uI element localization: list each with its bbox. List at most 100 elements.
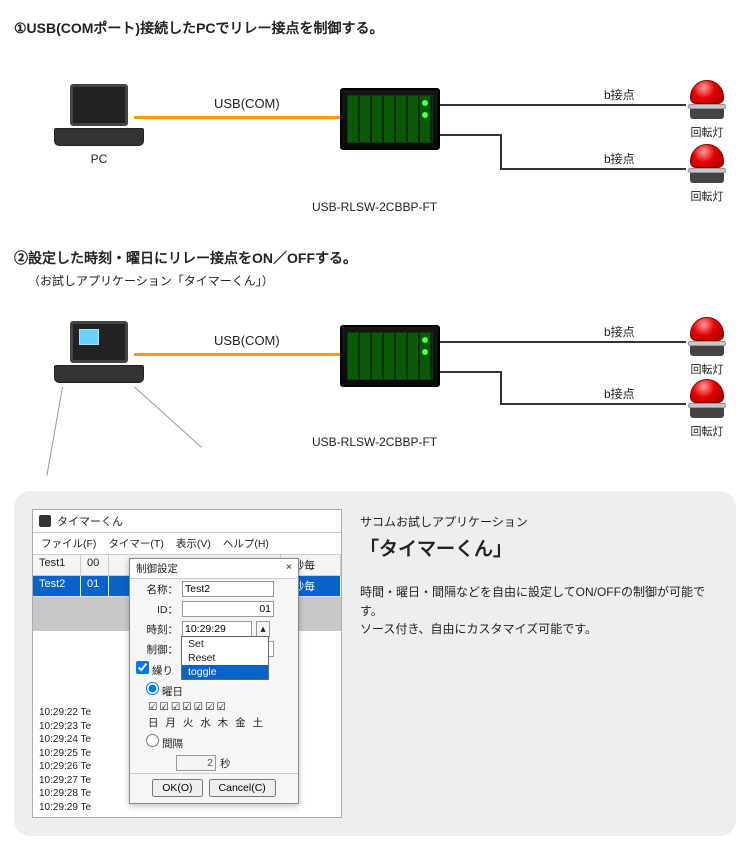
wire-bot-seg2 bbox=[500, 168, 686, 170]
cancel-button[interactable]: Cancel(C) bbox=[209, 779, 276, 797]
relay-device-2 bbox=[340, 325, 440, 387]
out-label-2b: b接点 bbox=[604, 385, 635, 402]
device-led-icon bbox=[422, 100, 428, 106]
repeat-checkbox[interactable] bbox=[136, 661, 149, 674]
usb-line-2 bbox=[134, 353, 342, 356]
device-label-2: USB-RLSW-2CBBP-FT bbox=[312, 435, 437, 449]
yobi-label: 曜日 bbox=[162, 686, 183, 698]
menu-view[interactable]: 表示(V) bbox=[176, 536, 211, 551]
device-led-icon bbox=[422, 337, 428, 343]
section-2-title: ②設定した時刻・曜日にリレー接点をON／OFFする。 bbox=[14, 248, 736, 268]
beacon-dome-icon bbox=[690, 379, 724, 403]
interval-row: 間隔 bbox=[130, 732, 298, 753]
cell-name: Test2 bbox=[33, 576, 81, 596]
menu-file[interactable]: ファイル(F) bbox=[41, 536, 96, 551]
beacon-dome-icon bbox=[690, 80, 724, 104]
pc-2 bbox=[44, 321, 154, 383]
info-box: タイマーくん ファイル(F) タイマー(T) 表示(V) ヘルプ(H) Test… bbox=[14, 491, 736, 836]
ok-button[interactable]: OK(O) bbox=[152, 779, 202, 797]
time-stepper[interactable]: ▴ bbox=[256, 621, 270, 637]
zoom-line-right bbox=[134, 387, 202, 448]
yobi-radio[interactable] bbox=[146, 682, 159, 695]
app-window: タイマーくん ファイル(F) タイマー(T) 表示(V) ヘルプ(H) Test… bbox=[32, 509, 342, 818]
beacon-base-icon bbox=[690, 346, 724, 356]
wire-bot-seg2-2 bbox=[500, 403, 686, 405]
device-led-icon bbox=[422, 349, 428, 355]
interval-unit: 秒 bbox=[220, 756, 231, 771]
name-input[interactable] bbox=[182, 581, 274, 597]
pc-base-icon bbox=[54, 128, 144, 146]
beacon-dome-icon bbox=[690, 144, 724, 168]
app-icon bbox=[39, 515, 51, 527]
dialog-title-text: 制御設定 bbox=[136, 561, 178, 576]
out-label-1a: b接点 bbox=[604, 86, 635, 103]
zoom-line-left bbox=[46, 387, 63, 476]
usb-label-2: USB(COM) bbox=[214, 333, 280, 348]
info-text: サコムお試しアプリケーション 「タイマーくん」 時間・曜日・間隔などを自由に設定… bbox=[360, 509, 718, 818]
section-1-title: ①USB(COMポート)接続したPCでリレー接点を制御する。 bbox=[14, 18, 736, 38]
beacon-base-icon bbox=[690, 173, 724, 183]
usb-line-1 bbox=[134, 116, 342, 119]
repeat-label: 繰り bbox=[152, 665, 173, 677]
cell-id: 01 bbox=[81, 576, 109, 596]
time-input[interactable] bbox=[182, 621, 252, 637]
menu-timer[interactable]: タイマー(T) bbox=[108, 536, 163, 551]
interval-label: 間隔 bbox=[162, 738, 183, 750]
dropdown-option[interactable]: Reset bbox=[182, 651, 268, 665]
dialog-titlebar: 制御設定 × bbox=[130, 559, 298, 579]
interval-input[interactable] bbox=[176, 755, 216, 771]
wire-bot-vert-2 bbox=[500, 371, 502, 405]
wire-bot-seg1-2 bbox=[440, 371, 500, 373]
menu-help[interactable]: ヘルプ(H) bbox=[223, 536, 269, 551]
dropdown-option-selected[interactable]: toggle bbox=[182, 665, 268, 679]
days-labels: 日 月 火 水 木 金 土 bbox=[130, 715, 298, 732]
days-checks[interactable]: ☑☑☑☑☑☑☑ bbox=[130, 701, 298, 715]
info-title: 「タイマーくん」 bbox=[360, 534, 718, 561]
wire-top-1 bbox=[440, 104, 686, 106]
diagram-2: USB(COM) USB-RLSW-2CBBP-FT b接点 b接点 回転灯 回… bbox=[14, 295, 736, 475]
app-titlebar: タイマーくん bbox=[33, 510, 341, 533]
device-led-icon bbox=[422, 112, 428, 118]
relay-device-1 bbox=[340, 88, 440, 150]
ctrl-dropdown[interactable]: Set Reset toggle bbox=[181, 636, 269, 680]
pc-screen-icon bbox=[70, 84, 128, 126]
beacon-1b bbox=[688, 144, 726, 186]
section-2-subtitle: （お試しアプリケーション「タイマーくん」） bbox=[28, 272, 736, 289]
out-label-2a: b接点 bbox=[604, 323, 635, 340]
settings-dialog: 制御設定 × 名称： ID： 時刻： ▴ 制御： 繰り bbox=[129, 558, 299, 804]
beacon-2b bbox=[688, 379, 726, 421]
ctrl-label: 制御： bbox=[136, 642, 178, 657]
id-label: ID： bbox=[136, 602, 178, 617]
beacon-label-2b: 回転灯 bbox=[686, 423, 728, 439]
wire-top-2 bbox=[440, 341, 686, 343]
pc-label: PC bbox=[44, 152, 154, 166]
beacon-dome-icon bbox=[690, 317, 724, 341]
app-window-title: タイマーくん bbox=[57, 513, 123, 529]
beacon-label-1b: 回転灯 bbox=[686, 188, 728, 204]
id-input[interactable] bbox=[182, 601, 274, 617]
wire-bot-vert bbox=[500, 134, 502, 170]
yobi-row: 曜日 bbox=[130, 680, 298, 701]
beacon-label-1a: 回転灯 bbox=[686, 124, 728, 140]
beacon-2a bbox=[688, 317, 726, 359]
app-menu: ファイル(F) タイマー(T) 表示(V) ヘルプ(H) bbox=[33, 533, 341, 555]
beacon-base-icon bbox=[690, 109, 724, 119]
cell-name: Test1 bbox=[33, 555, 81, 575]
beacon-label-2a: 回転灯 bbox=[686, 361, 728, 377]
beacon-base-icon bbox=[690, 408, 724, 418]
device-label-1: USB-RLSW-2CBBP-FT bbox=[312, 200, 437, 214]
wire-bot-seg1 bbox=[440, 134, 500, 136]
section-2: ②設定した時刻・曜日にリレー接点をON／OFFする。 （お試しアプリケーション「… bbox=[0, 244, 750, 485]
cell-id: 00 bbox=[81, 555, 109, 575]
usb-label-1: USB(COM) bbox=[214, 96, 280, 111]
diagram-1: PC USB(COM) USB-RLSW-2CBBP-FT b接点 b接点 回転… bbox=[14, 44, 736, 234]
time-label: 時刻： bbox=[136, 622, 178, 637]
info-body-1: 時間・曜日・間隔などを自由に設定してON/OFFの制御が可能です。 bbox=[360, 583, 718, 620]
name-label: 名称： bbox=[136, 582, 178, 597]
interval-radio[interactable] bbox=[146, 734, 159, 747]
pc-screen-icon bbox=[70, 321, 128, 363]
dropdown-option[interactable]: Set bbox=[182, 637, 268, 651]
info-body-2: ソース付き、自由にカスタマイズ可能です。 bbox=[360, 620, 718, 639]
dialog-close-button[interactable]: × bbox=[286, 561, 292, 576]
beacon-1a bbox=[688, 80, 726, 122]
